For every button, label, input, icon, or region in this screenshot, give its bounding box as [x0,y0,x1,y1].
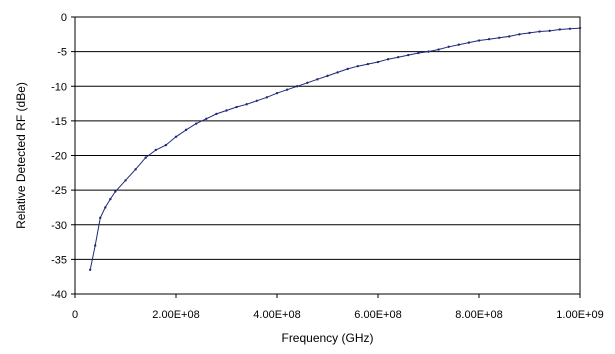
series-layer [88,26,582,271]
x-tick-label: 4.00E+08 [253,309,300,321]
data-point [164,143,168,147]
data-point [477,39,481,42]
data-point [397,55,400,59]
data-point [205,117,208,120]
data-point [99,216,102,220]
data-point [427,50,430,53]
data-point [417,51,420,55]
data-point [109,197,112,201]
data-point [124,179,127,182]
data-point [366,62,370,66]
data-point [326,74,329,78]
data-point [528,31,531,35]
data-point [174,135,178,139]
x-tick-label: 8.00E+08 [455,309,502,321]
data-point [356,64,359,68]
data-point [154,148,157,152]
y-tick-label: 0 [61,12,67,24]
data-point [437,48,440,51]
data-point [498,36,501,39]
data-point [225,109,228,112]
tick-layer: 0 -5 -10 -15 -20 -25 -30 -35 -40 0 2.00E+08 4.00E+0… [51,12,604,321]
data-point [275,91,279,95]
data-point [316,78,319,81]
data-point [144,156,147,159]
y-tick-label: -35 [51,254,67,266]
data-point [467,41,471,44]
data-point [487,37,491,41]
y-axis-title: Relative Detected RF (dBe) [14,82,28,229]
data-point [195,122,198,125]
data-point [296,85,299,88]
data-point [235,105,238,109]
data-point [538,30,541,33]
data-point [285,88,289,91]
data-point [184,128,188,132]
y-tick-label: -30 [51,220,67,232]
data-point [104,206,107,209]
data-point [134,168,137,171]
x-tick-label: 6.00E+08 [354,309,401,321]
data-point [255,99,258,102]
y-tick-label: -10 [51,81,67,93]
data-point [518,33,521,36]
series-line [89,27,581,270]
x-tick-label: 0 [72,309,78,321]
data-point [336,71,339,74]
x-tick-label: 1.00E+09 [556,309,603,321]
data-point [114,190,117,193]
y-tick-label: -20 [51,151,67,163]
data-point [386,58,390,61]
data-point [457,43,460,46]
data-point [548,29,551,33]
data-point [508,35,511,38]
x-axis-title: Frequency (GHz) [281,331,373,345]
data-point [245,103,248,106]
data-point [94,244,97,247]
data-point [578,26,582,30]
data-point [447,45,450,48]
data-point [376,60,380,64]
y-tick-label: -15 [51,116,67,128]
y-tick-label: -5 [57,47,67,59]
data-point [215,112,218,116]
data-point [306,81,309,84]
data-point [407,53,410,57]
data-point [265,96,269,99]
grid-layer [75,16,580,260]
y-tick-label: -25 [51,185,67,197]
data-point [88,268,92,271]
x-tick-label: 2.00E+08 [152,309,199,321]
data-point [558,28,561,31]
data-point [568,27,572,30]
y-tick-label: -40 [51,289,67,301]
data-point [346,67,349,71]
